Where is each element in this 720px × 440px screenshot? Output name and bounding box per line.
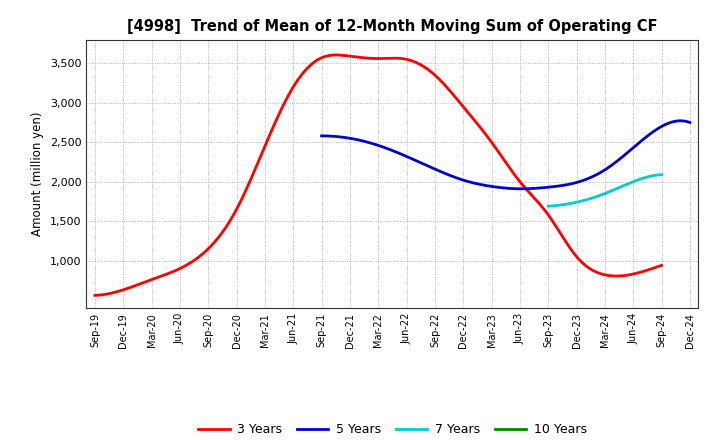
Y-axis label: Amount (million yen): Amount (million yen) <box>32 112 45 236</box>
Legend: 3 Years, 5 Years, 7 Years, 10 Years: 3 Years, 5 Years, 7 Years, 10 Years <box>193 418 592 440</box>
Title: [4998]  Trend of Mean of 12-Month Moving Sum of Operating CF: [4998] Trend of Mean of 12-Month Moving … <box>127 19 657 34</box>
